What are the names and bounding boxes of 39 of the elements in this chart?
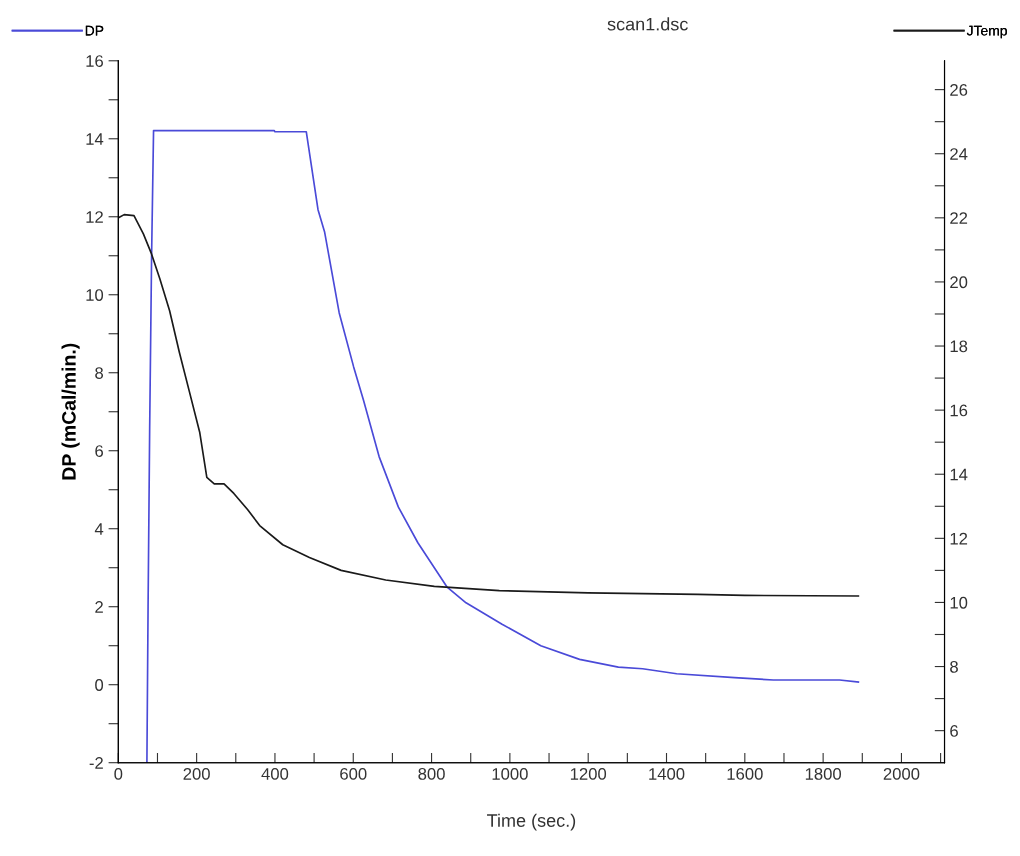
y-tick-label: 2 — [95, 601, 103, 613]
x-tick-label: 1800 — [805, 768, 842, 780]
legend-label: JTemp — [966, 25, 1007, 39]
x-tick-label: 1400 — [649, 768, 685, 780]
x-tick-label: 2000 — [883, 768, 920, 780]
y-tick-label: 12 — [86, 211, 103, 223]
x-tick-label: 1200 — [570, 768, 607, 780]
y2-tick-label: 6 — [950, 725, 958, 737]
y-tick-label: 8 — [95, 367, 104, 379]
line-series — [118, 213, 860, 597]
y-tick-label: 14 — [86, 133, 104, 145]
x-tick-label: 1000 — [492, 768, 528, 780]
y-tick-label: -2 — [89, 757, 103, 769]
chart-title: scan1.dsc — [607, 17, 688, 31]
x-tick-label: 200 — [183, 768, 210, 780]
x-tick-label: 1600 — [727, 768, 763, 780]
y2-tick-label: 20 — [950, 276, 968, 289]
y2-tick-label: 12 — [950, 532, 968, 545]
y-tick-label: 0 — [95, 679, 104, 691]
legend-label: DP — [85, 25, 104, 36]
y-tick-label: 16 — [86, 55, 104, 67]
x-tick-label: 600 — [340, 768, 367, 780]
y-tick-label: 4 — [94, 523, 104, 535]
y2-tick-label: 8 — [950, 660, 958, 673]
y2-tick-label: 14 — [950, 468, 968, 481]
line-series — [146, 129, 860, 763]
x-tick-label: 0 — [114, 768, 123, 780]
y-tick-label: 6 — [95, 445, 103, 457]
y2-tick-label: 22 — [950, 212, 968, 224]
y2-tick-label: 26 — [950, 84, 968, 96]
y2-tick-label: 24 — [950, 148, 968, 160]
y2-tick-label: 16 — [950, 404, 968, 417]
x-tick-label: 800 — [418, 768, 445, 780]
y-axis-title: DP (mCal/min.) — [61, 343, 80, 480]
x-tick-label: 400 — [261, 768, 289, 780]
y2-tick-label: 10 — [950, 596, 968, 609]
y-tick-label: 10 — [86, 289, 104, 301]
x-axis-title: Time (sec.) — [487, 813, 576, 831]
y2-tick-label: 18 — [950, 340, 968, 353]
